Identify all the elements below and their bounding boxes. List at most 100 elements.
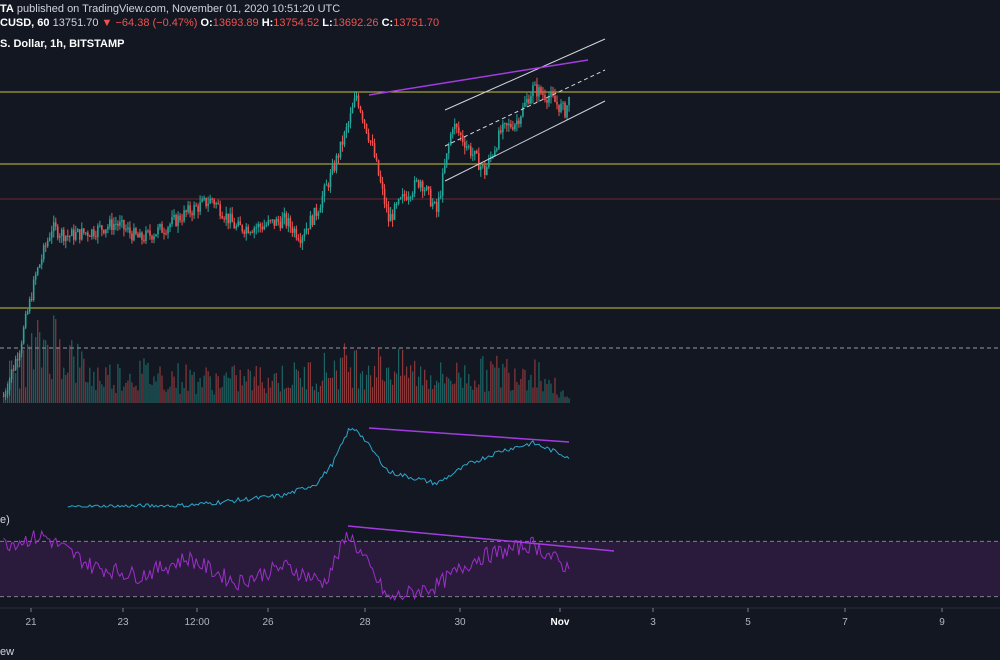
- volume-bar: [85, 381, 87, 403]
- obv-trendline: [368, 427, 570, 443]
- ohlc-line: CUSD, 60 13751.70 ▼ −64.38 (−0.47%) O:13…: [0, 17, 439, 29]
- candle: [377, 160, 380, 176]
- x-tick-label: 23: [117, 617, 129, 628]
- volume-bar: [500, 387, 502, 403]
- candle: [217, 203, 219, 205]
- volume-bar: [460, 377, 462, 403]
- volume-bar: [299, 377, 301, 403]
- low-label: L:: [322, 17, 333, 29]
- volume-bar: [351, 387, 354, 403]
- candle: [295, 228, 298, 238]
- candle: [265, 224, 268, 226]
- volume-bar: [169, 386, 171, 403]
- candle: [77, 229, 79, 233]
- candle: [429, 189, 432, 207]
- candle: [165, 233, 167, 235]
- candle: [135, 228, 137, 234]
- candle: [387, 207, 390, 222]
- candle: [251, 232, 254, 234]
- candle: [413, 180, 416, 194]
- candle: [241, 225, 244, 232]
- candle: [151, 235, 153, 240]
- volume-bar: [391, 384, 394, 403]
- volume-bar: [375, 377, 378, 403]
- volume-bar: [201, 387, 203, 403]
- candle: [247, 226, 250, 234]
- volume-bar: [550, 383, 552, 403]
- volume-bar: [303, 366, 305, 403]
- volume-bar: [540, 380, 542, 403]
- candle: [111, 219, 113, 231]
- volume-bar: [191, 374, 193, 403]
- volume-bar: [538, 362, 540, 403]
- volume-bar: [233, 365, 235, 403]
- x-tick-label: 21: [25, 617, 37, 628]
- rsi-pane[interactable]: [0, 525, 1000, 602]
- volume-bar: [257, 385, 259, 403]
- candle: [379, 175, 382, 183]
- volume-bar: [329, 377, 332, 403]
- candle: [508, 123, 510, 126]
- volume-bar: [117, 363, 119, 403]
- candle: [445, 153, 448, 166]
- volume-bar: [209, 376, 211, 403]
- volume-bar: [11, 360, 13, 403]
- candle: [558, 104, 560, 112]
- candle: [502, 123, 504, 133]
- volume-bar: [245, 381, 247, 403]
- volume-bar: [167, 389, 169, 403]
- candle: [44, 245, 47, 247]
- volume-bar: [137, 390, 139, 403]
- volume-bar: [393, 371, 396, 403]
- candle: [147, 230, 149, 232]
- volume-bar: [530, 374, 532, 403]
- volume-bar: [129, 373, 131, 403]
- volume-bar: [43, 339, 45, 403]
- x-tick-label: Nov: [551, 617, 570, 628]
- candle: [385, 204, 388, 208]
- volume-bar: [448, 378, 450, 403]
- candle: [42, 245, 45, 260]
- candle: [443, 165, 446, 173]
- price-pane[interactable]: [0, 38, 1000, 400]
- candle: [24, 314, 27, 328]
- volume-bar: [81, 351, 83, 403]
- volume-pane: [3, 315, 570, 403]
- volume-bar: [71, 340, 73, 403]
- open-value: 13693.89: [212, 17, 259, 29]
- volume-bar: [534, 359, 536, 403]
- candle: [46, 240, 49, 247]
- volume-bar: [25, 387, 27, 403]
- volume-bar: [179, 393, 181, 403]
- candle: [490, 156, 492, 159]
- candle: [359, 106, 362, 113]
- candle: [335, 155, 338, 171]
- volume-bar: [19, 388, 21, 403]
- candle: [542, 93, 544, 95]
- volume-bar: [309, 362, 311, 403]
- volume-bar: [221, 386, 223, 403]
- publish-line: TA published on TradingView.com, Novembe…: [0, 3, 340, 15]
- volume-bar: [436, 380, 438, 403]
- volume-bar: [121, 390, 123, 403]
- volume-bar: [510, 390, 512, 403]
- candle: [149, 230, 151, 236]
- volume-bar: [307, 362, 309, 403]
- volume-bar: [414, 360, 416, 403]
- obv-pane[interactable]: [67, 427, 570, 508]
- volume-bar: [91, 385, 93, 403]
- candle: [93, 229, 95, 237]
- candle: [101, 225, 103, 230]
- volume-bar: [99, 380, 101, 403]
- rsi-band: [0, 541, 1000, 597]
- volume-bar: [532, 387, 534, 403]
- candle: [441, 172, 444, 196]
- volume-bar: [502, 363, 504, 403]
- volume-bar: [151, 385, 153, 403]
- candle: [546, 99, 548, 103]
- volume-bar: [111, 388, 113, 403]
- rsi-trendline: [347, 525, 615, 552]
- candle: [514, 124, 516, 130]
- candle: [323, 185, 326, 197]
